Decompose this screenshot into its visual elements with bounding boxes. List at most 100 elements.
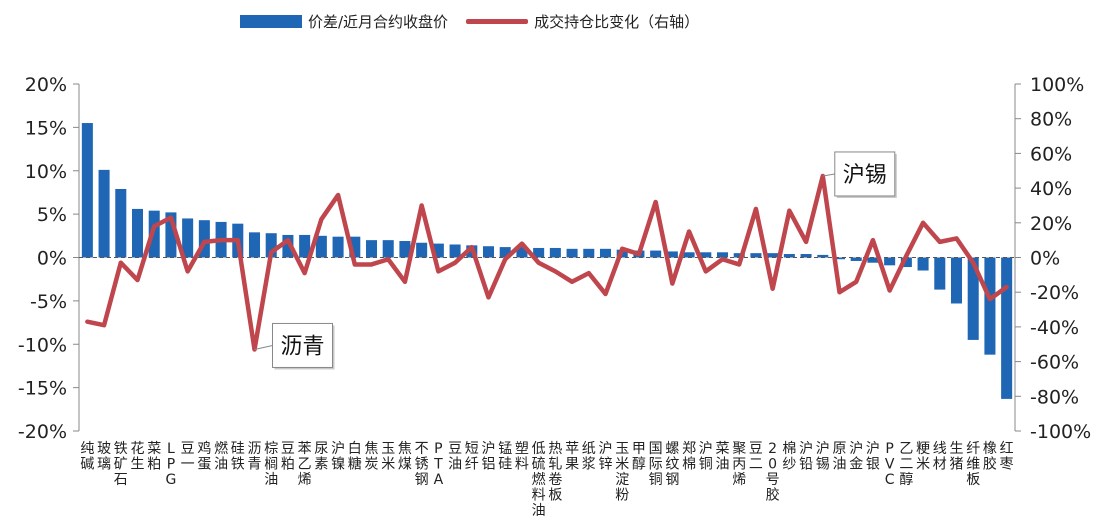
x-tick-label: 原油 bbox=[833, 441, 847, 473]
x-tick-label: 菜粕 bbox=[147, 441, 161, 473]
bar bbox=[800, 254, 812, 258]
bar bbox=[265, 233, 277, 258]
x-tick-label: 沥青 bbox=[248, 441, 262, 473]
x-tick-label: 沪银 bbox=[866, 441, 880, 473]
x-tick-label: 热轧卷板 bbox=[548, 441, 562, 504]
x-tick-label: 橡胶 bbox=[983, 441, 997, 473]
bar bbox=[716, 252, 729, 258]
x-tick-label: 锰硅 bbox=[498, 441, 512, 473]
legend-label-spread: 价差/近月合约收盘价 bbox=[308, 12, 449, 31]
y-tick-label-right: 100% bbox=[1030, 74, 1084, 96]
legend-item-ratio: 成交持仓比变化（右轴） bbox=[466, 11, 699, 32]
x-tick-label: 沪金 bbox=[849, 441, 863, 473]
x-tick-label: 甲醇 bbox=[632, 441, 646, 473]
x-tick-label: 塑料 bbox=[515, 441, 529, 473]
bar bbox=[549, 247, 561, 258]
x-tick-label: 豆粕 bbox=[281, 441, 295, 473]
y-tick-label-right: 40% bbox=[1030, 178, 1072, 200]
x-tick-label: 尿素 bbox=[314, 441, 328, 473]
bar bbox=[850, 257, 862, 261]
x-tick-label: 沪锡 bbox=[816, 441, 830, 473]
bar bbox=[399, 241, 411, 258]
y-tick-label-right: 80% bbox=[1030, 109, 1072, 131]
y-tick-label-right: -20% bbox=[1030, 282, 1079, 304]
x-tick-label: 纸浆 bbox=[582, 441, 596, 473]
bar bbox=[248, 232, 261, 258]
bar bbox=[566, 248, 578, 258]
x-tick-label: 白糖 bbox=[348, 441, 362, 473]
bar bbox=[349, 236, 361, 258]
annotation-label: 沥青 bbox=[280, 334, 324, 359]
y-tick-label-right: 20% bbox=[1030, 213, 1072, 235]
x-tick-label: 苹果 bbox=[565, 441, 579, 473]
bar bbox=[365, 240, 378, 258]
x-tick-label: 豆油 bbox=[448, 441, 462, 473]
x-tick-label: 沪锌 bbox=[599, 441, 613, 473]
bar bbox=[733, 253, 745, 258]
annotation-leader bbox=[254, 344, 273, 350]
bar bbox=[482, 246, 495, 258]
bar bbox=[967, 257, 979, 340]
y-tick-label-right: -40% bbox=[1030, 317, 1079, 339]
y-tick-label-left: 0% bbox=[37, 248, 67, 270]
bar bbox=[583, 248, 595, 258]
y-tick-label-left: 10% bbox=[25, 161, 67, 183]
bar bbox=[884, 257, 896, 266]
legend-line-swatch bbox=[466, 18, 529, 24]
x-tick-label: 燃油 bbox=[214, 440, 228, 473]
bar bbox=[131, 208, 144, 258]
bar bbox=[499, 247, 511, 258]
x-tick-label: 沪铜 bbox=[699, 441, 713, 473]
x-tick-label: 低硫燃料油 bbox=[532, 441, 546, 519]
y-tick-label-left: -20% bbox=[18, 421, 67, 443]
x-tick-label: 生猪 bbox=[950, 441, 964, 473]
y-tick-label-right: -80% bbox=[1030, 386, 1079, 408]
bar bbox=[950, 257, 963, 304]
bar bbox=[182, 218, 194, 258]
annotation-label: 沪锡 bbox=[843, 163, 887, 188]
bar bbox=[432, 243, 444, 258]
bar bbox=[81, 123, 93, 258]
x-tick-label: 花生 bbox=[131, 441, 145, 473]
y-tick-label-left: -10% bbox=[18, 334, 67, 356]
y-tick-label-left: -5% bbox=[30, 291, 67, 313]
x-tick-label: 玉米淀粉 bbox=[615, 441, 629, 504]
x-tick-label: 红枣 bbox=[1000, 441, 1014, 473]
y-tick-label-left: 5% bbox=[37, 204, 67, 226]
bar bbox=[750, 253, 762, 258]
y-tick-label-right: -100% bbox=[1030, 421, 1091, 443]
x-tick-label: 粳米 bbox=[916, 441, 930, 473]
bar bbox=[449, 244, 461, 258]
x-tick-label: 线材 bbox=[933, 441, 947, 473]
x-tick-label: 聚丙烯 bbox=[732, 441, 746, 488]
y-tick-label-right: 0% bbox=[1030, 248, 1060, 270]
bar bbox=[315, 235, 327, 258]
bar bbox=[867, 257, 879, 263]
y-tick-label-left: -15% bbox=[18, 378, 67, 400]
bar bbox=[984, 257, 996, 355]
x-tick-label: 2 0 号胶 bbox=[766, 441, 780, 504]
x-tick-label: 铁矿石 bbox=[114, 441, 128, 488]
bar bbox=[115, 188, 127, 258]
bar bbox=[533, 247, 545, 258]
legend: 价差/近月合约收盘价 成交持仓比变化（右轴） bbox=[240, 9, 717, 33]
bar bbox=[416, 242, 428, 258]
x-tick-label: 豆二 bbox=[749, 441, 763, 473]
x-tick-label: 螺纹钢 bbox=[665, 441, 679, 488]
legend-label-ratio: 成交持仓比变化（右轴） bbox=[534, 12, 700, 31]
x-tick-label: 棉纱 bbox=[782, 440, 796, 473]
x-tick-label: 焦炭 bbox=[365, 441, 379, 473]
bar bbox=[767, 253, 779, 258]
bar bbox=[299, 234, 311, 258]
x-tick-label: 沪镍 bbox=[331, 441, 345, 473]
annotation-leader bbox=[822, 173, 835, 177]
annotation-box bbox=[272, 322, 333, 368]
bar bbox=[282, 234, 294, 258]
x-tick-label: 乙二醇 bbox=[899, 441, 913, 488]
bar bbox=[666, 251, 678, 258]
x-tick-label: 玉米 bbox=[381, 441, 395, 473]
x-tick-label: 棕榈油 bbox=[264, 441, 278, 488]
bar bbox=[599, 248, 612, 258]
x-tick-label: 不锈钢 bbox=[415, 441, 429, 488]
